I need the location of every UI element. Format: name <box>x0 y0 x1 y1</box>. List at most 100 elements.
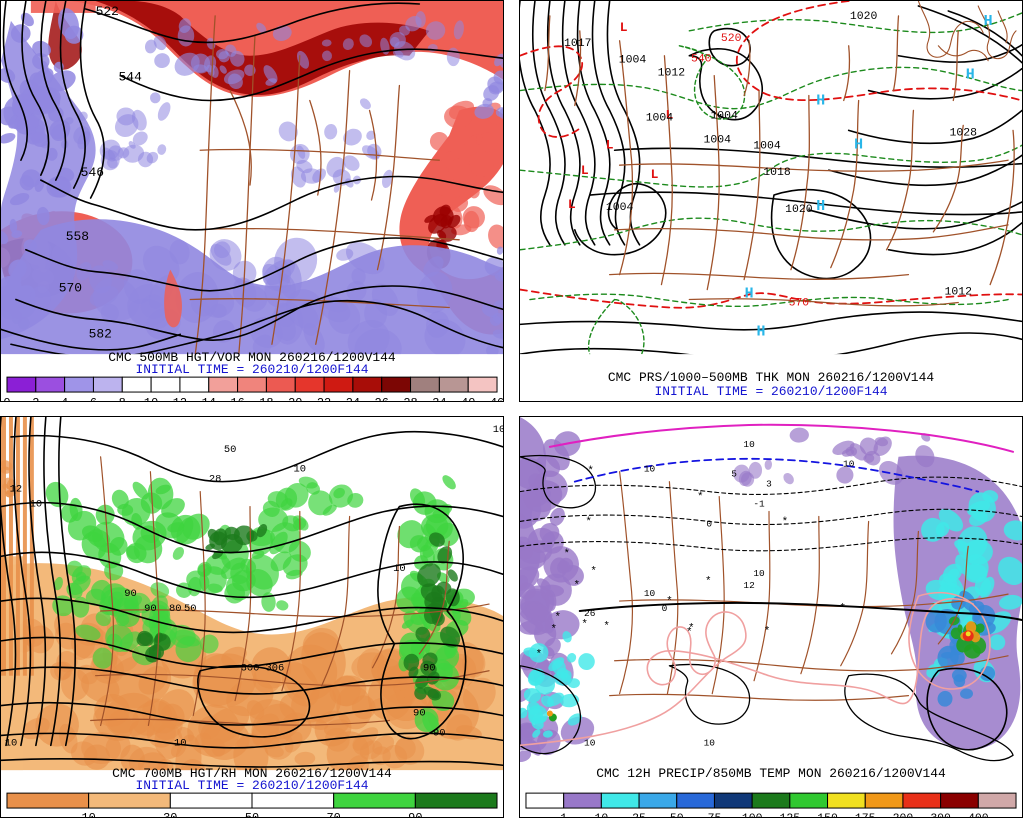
svg-text:0: 0 <box>706 518 712 529</box>
svg-text:400: 400 <box>968 812 989 817</box>
svg-text:6: 6 <box>90 396 97 401</box>
svg-text:10: 10 <box>843 459 855 470</box>
svg-text:16: 16 <box>230 396 244 401</box>
svg-text:H: H <box>854 137 863 153</box>
svg-text:1020: 1020 <box>850 10 878 23</box>
svg-text:10: 10 <box>753 568 765 579</box>
svg-text:10: 10 <box>294 464 307 476</box>
svg-text:1012: 1012 <box>658 67 686 80</box>
svg-text:*: * <box>688 623 695 635</box>
svg-text:40: 40 <box>461 396 475 401</box>
svg-text:*: * <box>587 466 594 478</box>
svg-text:CMC PRS/1000–500MB THK MON 260: CMC PRS/1000–500MB THK MON 260216/1200V1… <box>608 370 934 385</box>
svg-text:8: 8 <box>119 396 126 401</box>
svg-text:2: 2 <box>32 396 39 401</box>
svg-text:306: 306 <box>266 663 285 675</box>
svg-text:46: 46 <box>490 396 503 401</box>
svg-text:10: 10 <box>144 396 158 401</box>
svg-text:18: 18 <box>259 396 273 401</box>
svg-text:-1: -1 <box>753 499 765 510</box>
svg-text:*: * <box>581 619 588 631</box>
svg-text:50: 50 <box>224 444 237 456</box>
svg-text:90: 90 <box>144 603 157 615</box>
svg-text:*: * <box>564 548 571 560</box>
svg-text:522: 522 <box>96 4 119 19</box>
svg-text:INITIAL TIME = 260210/1200F144: INITIAL TIME = 260210/1200F144 <box>135 362 368 377</box>
svg-text:L: L <box>606 137 614 152</box>
svg-text:L: L <box>651 167 659 182</box>
svg-text:1004: 1004 <box>753 139 781 152</box>
svg-text:0: 0 <box>3 396 10 401</box>
svg-text:570: 570 <box>789 296 810 309</box>
svg-text:1004: 1004 <box>710 109 738 122</box>
svg-text:150: 150 <box>817 812 838 817</box>
svg-text:570: 570 <box>59 281 82 296</box>
svg-text:INITIAL TIME = 260210/1200F144: INITIAL TIME = 260210/1200F144 <box>135 778 368 793</box>
svg-text:10: 10 <box>30 499 43 511</box>
svg-text:50: 50 <box>184 603 197 615</box>
svg-text:*: * <box>536 649 543 661</box>
svg-text:H: H <box>984 14 993 30</box>
svg-text:0: 0 <box>662 603 668 614</box>
svg-text:*: * <box>585 516 592 528</box>
svg-text:10: 10 <box>594 812 608 817</box>
svg-text:200: 200 <box>893 812 914 817</box>
svg-text:*: * <box>551 624 558 636</box>
svg-text:24: 24 <box>346 396 360 401</box>
svg-text:546: 546 <box>81 165 104 180</box>
svg-text:34: 34 <box>432 396 446 401</box>
svg-text:10: 10 <box>174 737 187 749</box>
svg-text:558: 558 <box>66 229 89 244</box>
svg-text:H: H <box>966 68 975 84</box>
svg-text:5: 5 <box>731 469 737 480</box>
svg-text:90: 90 <box>423 663 436 675</box>
svg-text:*: * <box>839 603 846 615</box>
svg-text:30: 30 <box>163 811 177 817</box>
svg-text:1: 1 <box>560 812 567 817</box>
svg-text:28: 28 <box>209 474 222 486</box>
svg-text:125: 125 <box>780 812 801 817</box>
svg-text:10: 10 <box>644 588 656 599</box>
svg-text:100: 100 <box>742 812 763 817</box>
svg-text:25: 25 <box>632 812 646 817</box>
svg-text:L: L <box>581 163 589 178</box>
svg-text:70: 70 <box>327 811 341 817</box>
svg-text:H: H <box>757 324 766 340</box>
svg-text:1012: 1012 <box>945 286 973 299</box>
svg-text:1004: 1004 <box>703 133 731 146</box>
svg-text:10: 10 <box>493 424 503 436</box>
svg-text:10: 10 <box>644 464 656 475</box>
svg-text:3: 3 <box>766 479 772 490</box>
svg-text:*: * <box>555 612 562 624</box>
svg-text:300: 300 <box>241 663 260 675</box>
svg-text:14: 14 <box>202 396 216 401</box>
svg-text:1020: 1020 <box>785 203 813 216</box>
svg-text:CMC 12H PRECIP/850MB TEMP MON: CMC 12H PRECIP/850MB TEMP MON 260216/120… <box>596 766 946 781</box>
svg-text:L: L <box>620 20 628 35</box>
svg-text:H: H <box>816 93 825 109</box>
svg-text:*: * <box>573 580 580 592</box>
svg-text:90: 90 <box>124 588 137 600</box>
svg-text:50: 50 <box>245 811 259 817</box>
svg-text:1004: 1004 <box>606 201 634 214</box>
svg-text:10: 10 <box>704 737 716 748</box>
svg-text:10: 10 <box>5 737 18 749</box>
svg-text:80: 80 <box>169 603 182 615</box>
svg-text:90: 90 <box>433 727 446 739</box>
svg-text:582: 582 <box>89 326 112 341</box>
svg-text:520: 520 <box>721 32 742 45</box>
svg-text:50: 50 <box>670 812 684 817</box>
svg-text:10: 10 <box>393 563 406 575</box>
svg-text:26: 26 <box>375 396 389 401</box>
svg-text:H: H <box>816 199 825 215</box>
svg-text:10: 10 <box>81 811 95 817</box>
svg-text:12: 12 <box>173 396 187 401</box>
svg-text:*: * <box>705 576 712 588</box>
svg-text:12: 12 <box>743 580 754 591</box>
svg-text:175: 175 <box>855 812 876 817</box>
svg-text:75: 75 <box>708 812 722 817</box>
svg-text:20: 20 <box>288 396 302 401</box>
svg-text:90: 90 <box>413 708 426 720</box>
svg-text:300: 300 <box>930 812 951 817</box>
svg-text:INITIAL TIME = 260210/1200F144: INITIAL TIME = 260210/1200F144 <box>654 384 887 399</box>
